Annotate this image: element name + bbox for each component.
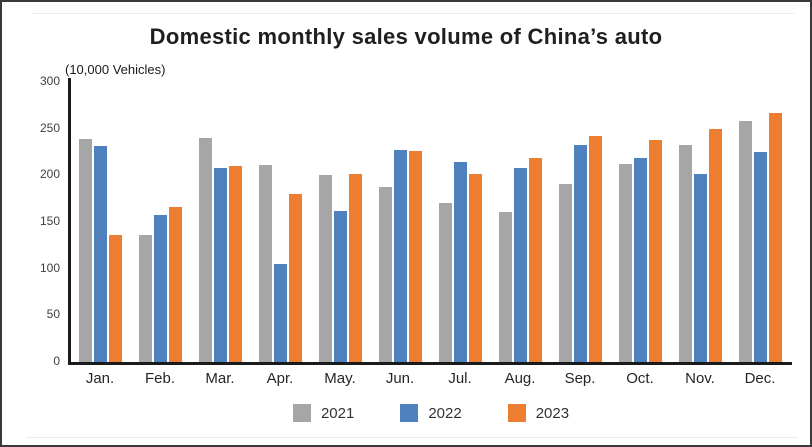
- bar-group-may: [310, 82, 370, 362]
- bar-group-oct: [610, 82, 670, 362]
- bar-2022-may: [333, 210, 347, 362]
- bar-2021-sep: [558, 183, 572, 362]
- y-axis-line: [68, 78, 71, 365]
- bar-group-jul: [430, 82, 490, 362]
- bar-2023-nov: [708, 128, 722, 362]
- bar-2021-nov: [678, 144, 692, 362]
- bar-group-dec: [730, 82, 790, 362]
- x-label-dec: Dec.: [744, 370, 776, 387]
- bar-2023-aug: [528, 157, 542, 362]
- y-tick-label-50: 50: [46, 307, 60, 322]
- x-label-feb: Feb.: [144, 370, 175, 387]
- bar-group-sep: [550, 82, 610, 362]
- x-axis-category-labels: Jan. Feb. Mar. Apr. May. Jun. Jul. Aug. Sep. Oct.…: [70, 370, 790, 387]
- bar-group-aug: [490, 82, 550, 362]
- y-tick-label-300: 300: [39, 74, 60, 88]
- x-label-oct: Oct.: [626, 370, 654, 387]
- bar-2021-jul: [438, 203, 452, 362]
- bar-2023-jan: [108, 235, 122, 362]
- bar-2021-aug: [498, 211, 512, 362]
- bar-group-nov: [670, 82, 730, 362]
- bar-2021-feb: [138, 235, 152, 362]
- legend-item-2023: 2023: [507, 404, 570, 422]
- legend-swatch-2021: [292, 404, 311, 422]
- bar-2023-feb: [168, 207, 182, 362]
- bar-2022-jul: [453, 162, 467, 362]
- plot-area: [70, 82, 790, 362]
- bar-2022-apr: [273, 264, 287, 362]
- legend-swatch-2022: [400, 404, 419, 422]
- bar-2022-dec: [753, 152, 767, 362]
- bar-2022-feb: [153, 215, 167, 362]
- bar-group-feb: [130, 82, 190, 362]
- bar-2023-oct: [648, 139, 662, 362]
- bar-2022-jun: [393, 150, 407, 362]
- chart-title: Domestic monthly sales volume of China’s…: [149, 24, 663, 49]
- bar-2021-jan: [78, 138, 92, 362]
- bar-2021-dec: [738, 121, 752, 362]
- legend-item-2022: 2022: [400, 404, 462, 422]
- bar-group-mar: [190, 82, 250, 362]
- bar-2023-jun: [408, 151, 422, 362]
- top-divider-line: [32, 13, 794, 14]
- x-label-jun: Jun.: [385, 370, 415, 387]
- y-tick-label-200: 200: [39, 167, 60, 182]
- legend-item-2021: 2021: [292, 404, 355, 422]
- x-label-nov: Nov.: [685, 370, 715, 387]
- legend-label-2022: 2022: [428, 404, 462, 422]
- bar-2023-may: [348, 174, 362, 362]
- bar-2021-may: [318, 175, 332, 362]
- x-axis-line: [68, 362, 792, 365]
- bar-2022-jan: [93, 146, 107, 362]
- y-tick-label-250: 250: [39, 120, 60, 135]
- bottom-divider-line: [26, 437, 798, 438]
- bar-group-jan: [70, 82, 130, 362]
- bar-group-jun: [370, 82, 430, 362]
- bar-2021-oct: [618, 164, 632, 362]
- x-label-aug: Aug.: [504, 370, 536, 387]
- bar-2022-sep: [573, 145, 587, 362]
- legend-swatch-2023: [507, 404, 526, 422]
- y-tick-label-0: 0: [53, 354, 60, 368]
- bar-2023-jul: [468, 174, 482, 362]
- bar-2022-mar: [213, 167, 227, 362]
- bar-2021-apr: [258, 165, 272, 362]
- bar-2023-mar: [228, 166, 242, 362]
- x-label-mar: Mar.: [205, 370, 235, 387]
- bar-2022-aug: [513, 167, 527, 362]
- x-label-may: May.: [324, 370, 356, 387]
- x-label-apr: Apr.: [266, 370, 294, 387]
- bar-group-apr: [250, 82, 310, 362]
- y-tick-label-150: 150: [39, 214, 60, 228]
- x-label-jul: Jul.: [448, 370, 472, 387]
- y-tick-label-100: 100: [39, 260, 60, 275]
- legend: 2021 2022 2023: [27, 404, 810, 422]
- bar-2022-oct: [633, 157, 647, 362]
- bar-2023-dec: [768, 112, 782, 362]
- x-label-sep: Sep.: [564, 370, 596, 387]
- y-axis-unit-label: (10,000 Vehicles): [65, 62, 166, 77]
- bar-2021-jun: [378, 187, 392, 362]
- bar-2023-sep: [588, 136, 602, 362]
- bar-2021-mar: [198, 138, 212, 362]
- x-label-jan: Jan.: [85, 370, 115, 387]
- bar-2023-apr: [288, 194, 302, 362]
- legend-label-2021: 2021: [320, 404, 355, 422]
- bar-2022-nov: [693, 174, 707, 362]
- legend-label-2023: 2023: [535, 404, 570, 422]
